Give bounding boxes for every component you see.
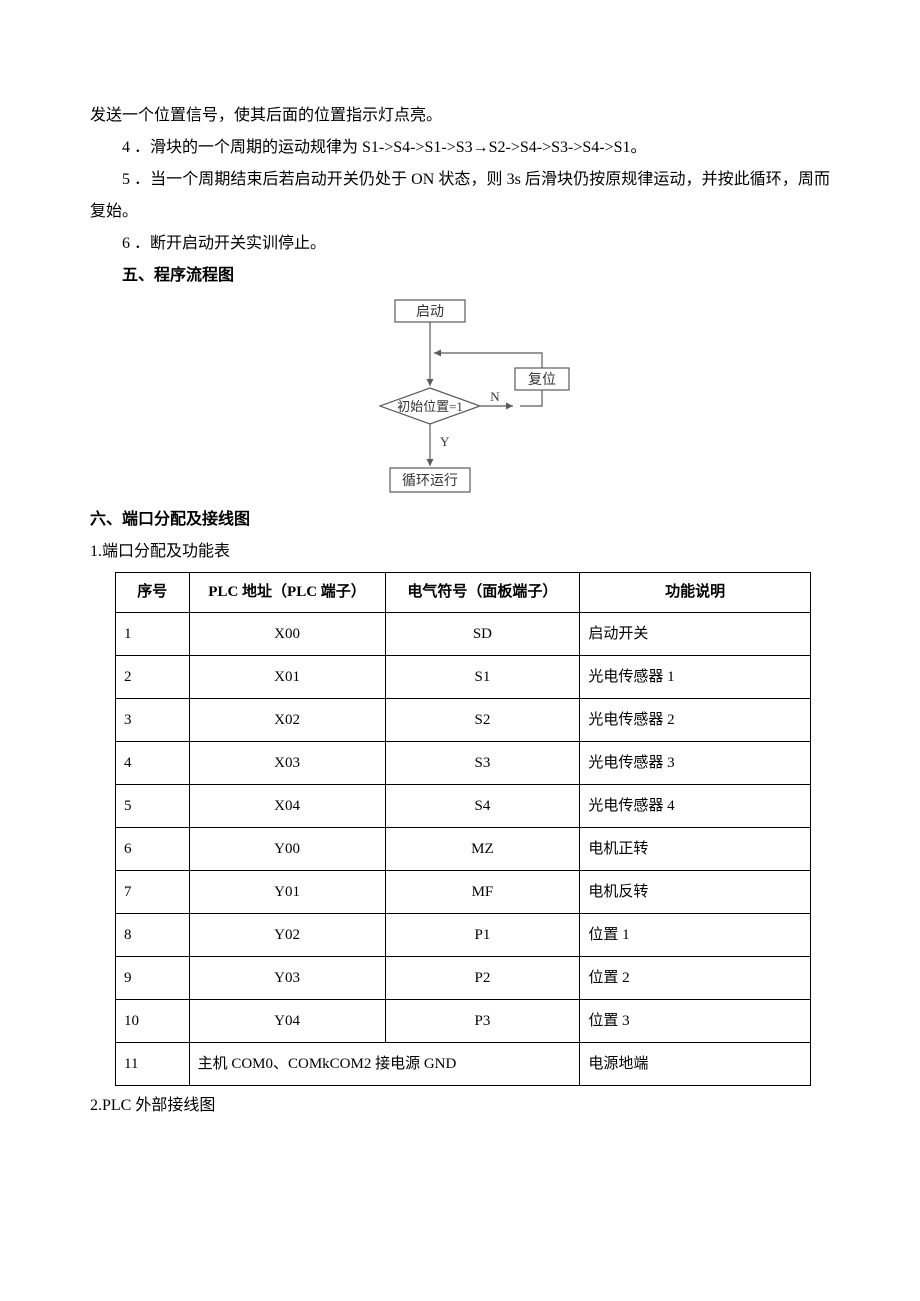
- cell-sym: SD: [385, 613, 580, 656]
- subheading-2: 2.PLC 外部接线图: [90, 1090, 830, 1122]
- cell-merged: 主机 COM0、COMkCOM2 接电源 GND: [189, 1043, 580, 1086]
- flowchart-yes-label: Y: [440, 434, 450, 449]
- cell-plc: X00: [189, 613, 385, 656]
- table-header-func: 功能说明: [580, 573, 811, 613]
- cell-seq: 11: [116, 1043, 190, 1086]
- subheading-1: 1.端口分配及功能表: [90, 536, 830, 568]
- cell-plc: X01: [189, 656, 385, 699]
- cell-seq: 1: [116, 613, 190, 656]
- heading-6: 六、端口分配及接线图: [90, 504, 830, 536]
- table-header-row: 序号 PLC 地址（PLC 端子） 电气符号（面板端子） 功能说明: [116, 573, 811, 613]
- table-row: 3X02S2光电传感器 2: [116, 699, 811, 742]
- cell-func: 位置 2: [580, 957, 811, 1000]
- cell-func: 光电传感器 1: [580, 656, 811, 699]
- cell-seq: 8: [116, 914, 190, 957]
- cell-func: 启动开关: [580, 613, 811, 656]
- cell-func: 光电传感器 2: [580, 699, 811, 742]
- cell-seq: 5: [116, 785, 190, 828]
- cell-sym: MZ: [385, 828, 580, 871]
- paragraph-5: 5 ．当一个周期结束后若启动开关仍处于 ON 状态，则 3s 后滑块仍按原规律运…: [90, 164, 830, 228]
- cell-plc: Y02: [189, 914, 385, 957]
- cell-plc: Y03: [189, 957, 385, 1000]
- cell-seq: 3: [116, 699, 190, 742]
- cell-func: 位置 1: [580, 914, 811, 957]
- paragraph-intro: 发送一个位置信号，使其后面的位置指示灯点亮。: [90, 100, 830, 132]
- cell-seq: 10: [116, 1000, 190, 1043]
- cell-plc: Y00: [189, 828, 385, 871]
- heading-5: 五、程序流程图: [90, 260, 830, 292]
- table-row: 6Y00MZ电机正转: [116, 828, 811, 871]
- table-header-seq: 序号: [116, 573, 190, 613]
- cell-func: 电机反转: [580, 871, 811, 914]
- table-row: 9Y03P2位置 2: [116, 957, 811, 1000]
- cell-sym: S4: [385, 785, 580, 828]
- flowchart-edge-reset-up: [520, 353, 542, 368]
- table-row: 4X03S3光电传感器 3: [116, 742, 811, 785]
- flowchart-no-label: N: [490, 389, 500, 404]
- cell-plc: X03: [189, 742, 385, 785]
- document-page: 发送一个位置信号，使其后面的位置指示灯点亮。 4 ．滑块的一个周期的运动规律为 …: [0, 0, 920, 1182]
- cell-plc: Y01: [189, 871, 385, 914]
- flowchart-reset-label: 复位: [528, 371, 556, 388]
- cell-sym: S2: [385, 699, 580, 742]
- flowchart-container: 启动 初始位置=1 N 复位 Y 循环运行: [90, 298, 830, 498]
- cell-func: 位置 3: [580, 1000, 811, 1043]
- cell-sym: S1: [385, 656, 580, 699]
- table-row-last: 11主机 COM0、COMkCOM2 接电源 GND电源地端: [116, 1043, 811, 1086]
- port-allocation-table: 序号 PLC 地址（PLC 端子） 电气符号（面板端子） 功能说明 1X00SD…: [115, 572, 811, 1086]
- cell-sym: P3: [385, 1000, 580, 1043]
- cell-func: 光电传感器 4: [580, 785, 811, 828]
- cell-seq: 7: [116, 871, 190, 914]
- flowchart-edge-to-reset: [520, 390, 542, 406]
- cell-sym: P2: [385, 957, 580, 1000]
- cell-seq: 6: [116, 828, 190, 871]
- cell-func: 电机正转: [580, 828, 811, 871]
- cell-seq: 4: [116, 742, 190, 785]
- table-header-sym: 电气符号（面板端子）: [385, 573, 580, 613]
- table-row: 7Y01MF电机反转: [116, 871, 811, 914]
- table-row: 8Y02P1位置 1: [116, 914, 811, 957]
- paragraph-4: 4 ．滑块的一个周期的运动规律为 S1->S4->S1->S3→S2->S4->…: [90, 132, 830, 164]
- cell-func: 光电传感器 3: [580, 742, 811, 785]
- paragraph-6: 6 ．断开启动开关实训停止。: [90, 228, 830, 260]
- flowchart-decision-label: 初始位置=1: [397, 399, 463, 414]
- cell-seq: 9: [116, 957, 190, 1000]
- cell-func: 电源地端: [580, 1043, 811, 1086]
- cell-sym: MF: [385, 871, 580, 914]
- table-row: 1X00SD启动开关: [116, 613, 811, 656]
- flowchart-diagram: 启动 初始位置=1 N 复位 Y 循环运行: [345, 298, 575, 498]
- table-row: 2X01S1光电传感器 1: [116, 656, 811, 699]
- cell-plc: X04: [189, 785, 385, 828]
- cell-plc: X02: [189, 699, 385, 742]
- cell-plc: Y04: [189, 1000, 385, 1043]
- table-row: 5X04S4光电传感器 4: [116, 785, 811, 828]
- table-header-plc: PLC 地址（PLC 端子）: [189, 573, 385, 613]
- cell-sym: P1: [385, 914, 580, 957]
- table-row: 10Y04P3位置 3: [116, 1000, 811, 1043]
- flowchart-loop-label: 循环运行: [402, 473, 458, 489]
- cell-sym: S3: [385, 742, 580, 785]
- cell-seq: 2: [116, 656, 190, 699]
- flowchart-start-label: 启动: [416, 304, 444, 320]
